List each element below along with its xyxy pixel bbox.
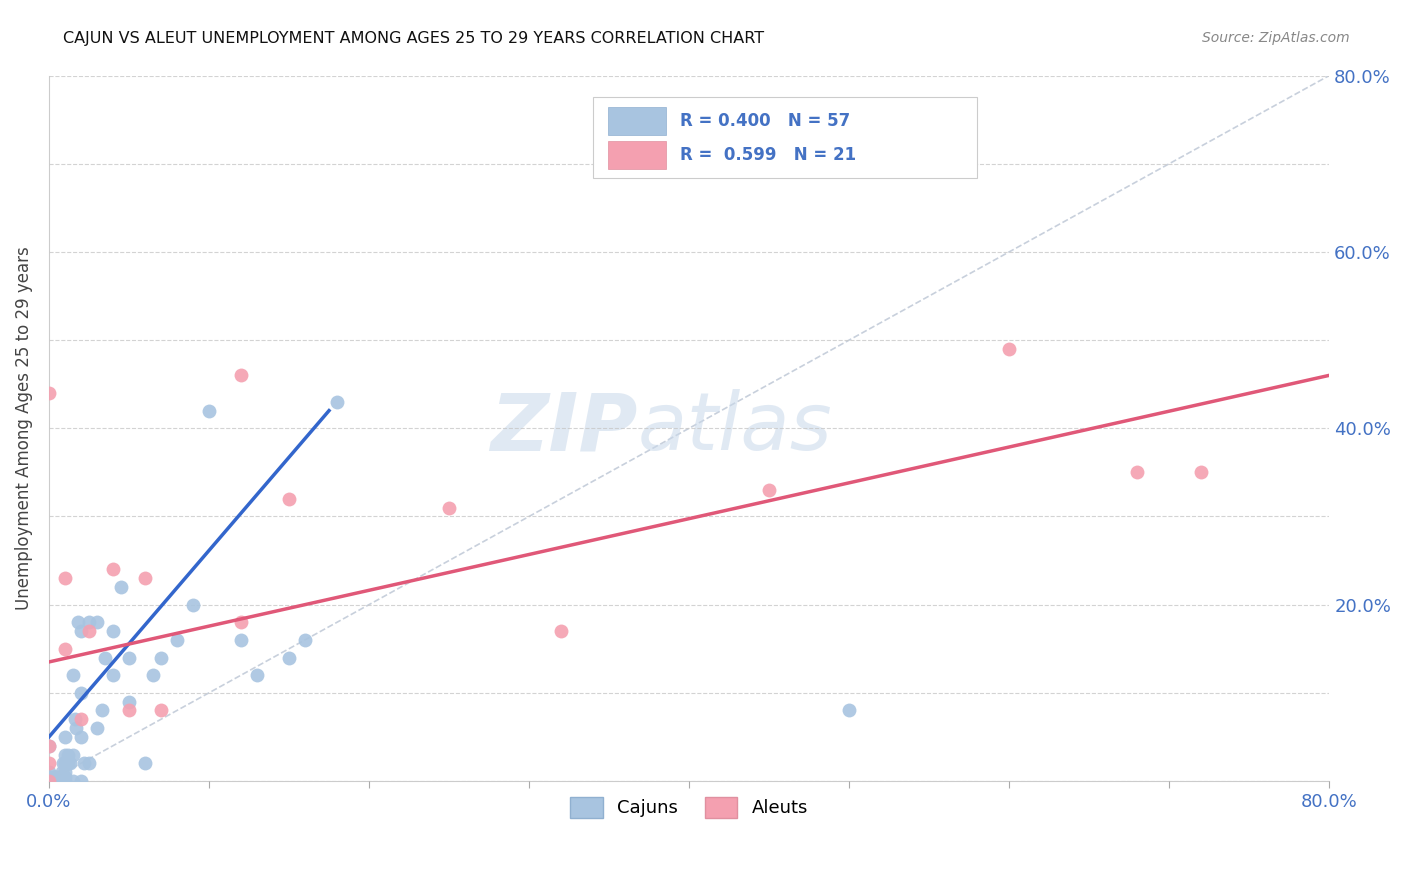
Point <box>70 774 93 789</box>
Point <box>101 624 124 638</box>
Point <box>53 770 76 784</box>
Point <box>1189 466 1212 480</box>
Point <box>278 650 301 665</box>
Point <box>41 774 63 789</box>
Point <box>38 739 60 753</box>
Text: atlas: atlas <box>638 389 832 467</box>
Point <box>166 632 188 647</box>
Point <box>181 598 204 612</box>
Point <box>550 624 572 638</box>
Point <box>278 491 301 506</box>
Point <box>101 562 124 576</box>
Point <box>198 403 221 417</box>
Point <box>77 615 100 630</box>
Point <box>150 650 173 665</box>
Text: ZIP: ZIP <box>491 389 638 467</box>
Point <box>38 765 60 780</box>
Point <box>62 774 84 789</box>
Point <box>77 756 100 771</box>
Point <box>86 615 108 630</box>
Point <box>59 756 82 771</box>
Text: CAJUN VS ALEUT UNEMPLOYMENT AMONG AGES 25 TO 29 YEARS CORRELATION CHART: CAJUN VS ALEUT UNEMPLOYMENT AMONG AGES 2… <box>63 31 765 46</box>
Point <box>46 774 69 789</box>
Point <box>229 368 252 383</box>
Point <box>53 730 76 744</box>
Y-axis label: Unemployment Among Ages 25 to 29 years: Unemployment Among Ages 25 to 29 years <box>15 246 32 610</box>
Point <box>437 500 460 515</box>
Point <box>63 712 86 726</box>
Point <box>110 580 132 594</box>
Point <box>229 632 252 647</box>
Point <box>134 571 156 585</box>
Point <box>294 632 316 647</box>
Point <box>1126 466 1149 480</box>
Text: R = 0.400   N = 57: R = 0.400 N = 57 <box>681 112 851 130</box>
Point <box>62 668 84 682</box>
FancyBboxPatch shape <box>609 107 666 136</box>
Point <box>38 739 60 753</box>
Point <box>150 703 173 717</box>
Legend: Cajuns, Aleuts: Cajuns, Aleuts <box>562 789 815 825</box>
Point <box>118 650 141 665</box>
Point <box>38 756 60 771</box>
Point <box>42 770 65 784</box>
Point <box>53 756 76 771</box>
Point <box>49 770 72 784</box>
Point <box>53 765 76 780</box>
Point <box>758 483 780 497</box>
Point <box>86 721 108 735</box>
Point <box>53 571 76 585</box>
Point <box>246 668 269 682</box>
Point <box>838 703 860 717</box>
Point <box>51 770 73 784</box>
Point <box>70 686 93 700</box>
Text: Source: ZipAtlas.com: Source: ZipAtlas.com <box>1202 31 1350 45</box>
Point <box>73 756 96 771</box>
Point <box>53 747 76 762</box>
Point <box>38 774 60 789</box>
FancyBboxPatch shape <box>593 96 977 178</box>
Point <box>118 703 141 717</box>
Point <box>134 756 156 771</box>
Point <box>38 386 60 401</box>
Point <box>229 615 252 630</box>
Point <box>53 774 76 789</box>
Point <box>70 712 93 726</box>
Text: R =  0.599   N = 21: R = 0.599 N = 21 <box>681 146 856 164</box>
Point <box>62 747 84 762</box>
Point <box>38 774 60 789</box>
Point <box>66 615 89 630</box>
Point <box>101 668 124 682</box>
Point <box>56 747 79 762</box>
Point <box>52 756 75 771</box>
Point <box>38 774 60 789</box>
Point <box>77 624 100 638</box>
Point <box>90 703 112 717</box>
Point <box>998 342 1021 356</box>
Point <box>70 730 93 744</box>
Point <box>44 770 66 784</box>
Point <box>65 721 87 735</box>
Point <box>56 756 79 771</box>
Point <box>118 695 141 709</box>
Point <box>70 624 93 638</box>
FancyBboxPatch shape <box>609 141 666 169</box>
Point <box>142 668 165 682</box>
Point <box>94 650 117 665</box>
Point <box>326 394 349 409</box>
Point <box>53 641 76 656</box>
Point <box>38 770 60 784</box>
Point <box>46 770 69 784</box>
Point <box>51 765 73 780</box>
